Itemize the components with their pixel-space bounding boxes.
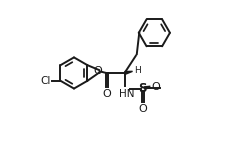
Text: H: H	[134, 66, 141, 75]
Text: O: O	[152, 82, 160, 92]
Text: S: S	[139, 82, 147, 95]
Polygon shape	[125, 71, 132, 74]
Text: Cl: Cl	[41, 76, 51, 86]
Text: O: O	[102, 89, 111, 99]
Text: HN: HN	[119, 89, 134, 99]
Text: O: O	[138, 104, 147, 114]
Text: O: O	[93, 66, 102, 76]
